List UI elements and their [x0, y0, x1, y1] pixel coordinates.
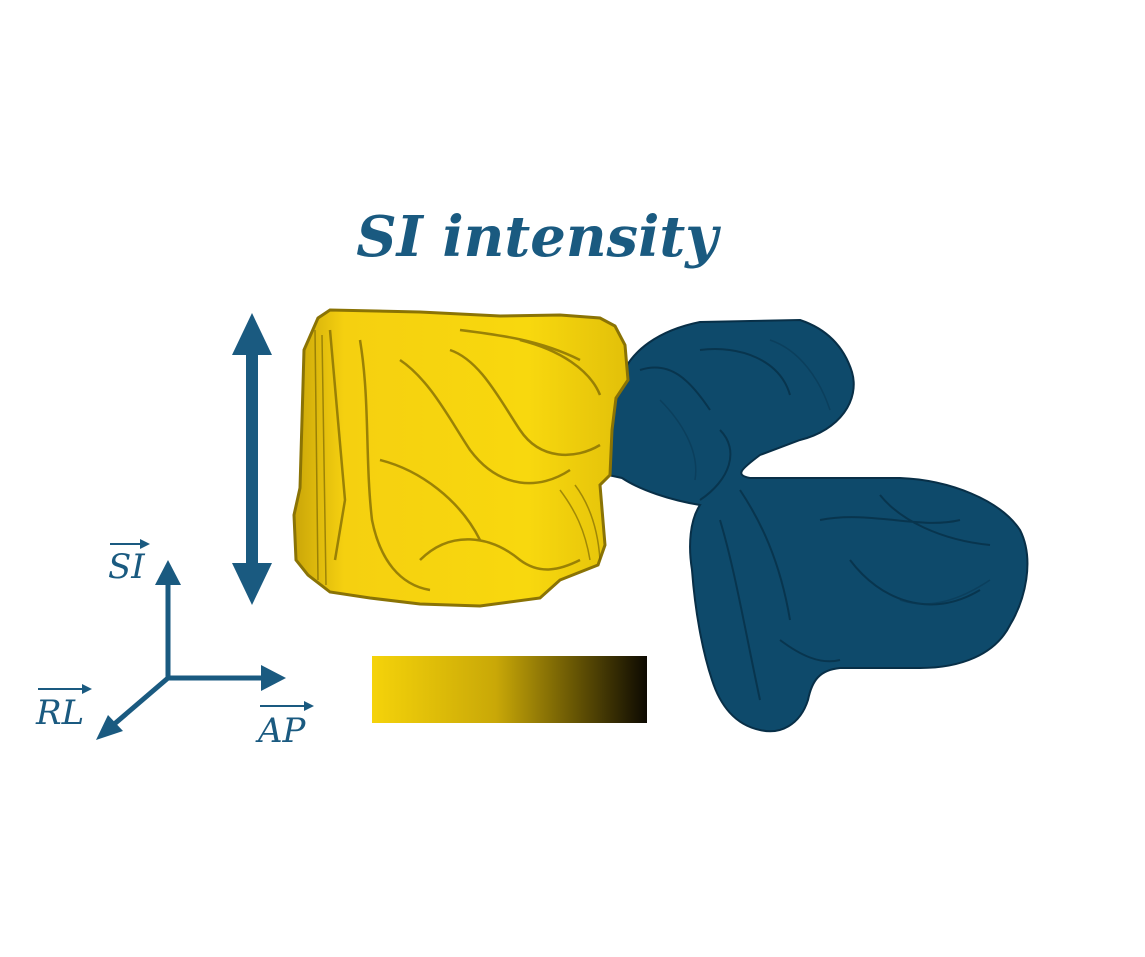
posterior-elements: [606, 318, 1029, 733]
double-arrow-vertical-icon: [232, 313, 272, 605]
axis-label-ap: AP: [255, 701, 314, 751]
intensity-gradient-bar: [372, 656, 647, 723]
svg-text:AP: AP: [255, 711, 307, 751]
vertebral-body: [292, 308, 630, 608]
coordinate-axes-icon: [96, 560, 286, 740]
diagram-title: SI intensity: [356, 204, 721, 270]
svg-text:SI: SI: [108, 547, 145, 587]
axis-label-si: SI: [108, 539, 150, 587]
svg-text:RL: RL: [35, 693, 84, 733]
axis-label-rl: RL: [35, 684, 92, 733]
